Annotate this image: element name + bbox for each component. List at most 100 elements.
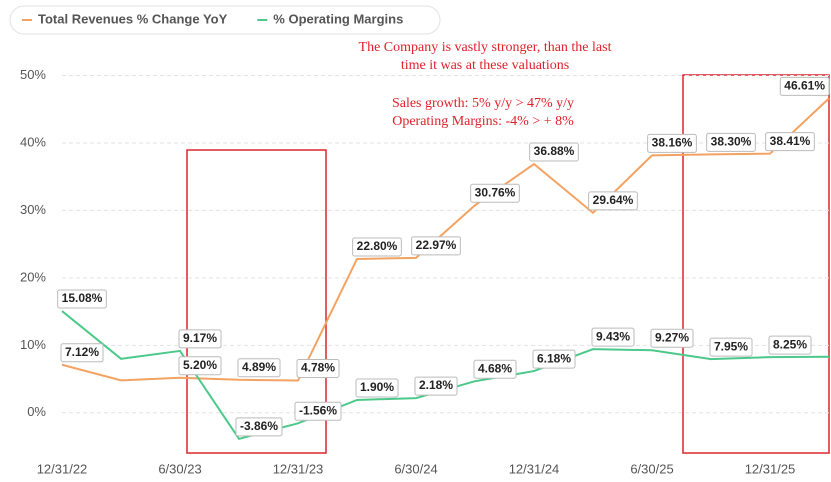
data-label-box xyxy=(529,142,579,162)
data-label-text: 38.16% xyxy=(652,136,693,150)
data-label: 2.18% xyxy=(414,376,458,396)
annotation: Operating Margins: -4% > + 8% xyxy=(392,114,574,129)
data-label-text: 5.20% xyxy=(183,358,217,372)
data-label: 1.90% xyxy=(355,378,399,398)
data-label-text: 7.12% xyxy=(65,345,99,359)
data-label: 15.08% xyxy=(57,289,107,309)
data-label-text: 9.17% xyxy=(183,331,217,345)
data-label-box xyxy=(60,343,104,363)
data-label-box xyxy=(647,133,697,153)
x-tick-label: 6/30/23 xyxy=(158,461,201,476)
data-label: 22.80% xyxy=(352,237,402,257)
data-label-text: 22.97% xyxy=(416,238,457,252)
data-label-box xyxy=(235,417,283,437)
data-label: -1.56% xyxy=(294,401,342,421)
data-label-text: 22.80% xyxy=(357,239,398,253)
data-label-text: 38.41% xyxy=(770,134,811,148)
x-tick-label: 12/31/22 xyxy=(37,461,88,476)
data-label-box xyxy=(709,337,753,357)
data-label-box xyxy=(57,289,107,309)
data-label-box xyxy=(473,359,517,379)
data-label: 7.12% xyxy=(60,343,104,363)
data-label-box xyxy=(532,349,576,369)
data-label-text: 46.61% xyxy=(784,79,825,93)
x-tick-label: 12/31/23 xyxy=(273,461,324,476)
data-label-box xyxy=(650,328,694,348)
data-label-box xyxy=(591,327,635,347)
data-label: 9.27% xyxy=(650,328,694,348)
data-label-text: 7.95% xyxy=(714,339,748,353)
legend-box xyxy=(9,5,441,35)
data-label-box xyxy=(352,237,402,257)
data-label: 29.64% xyxy=(588,191,638,211)
data-label: 38.16% xyxy=(647,133,697,153)
y-tick-label: 0% xyxy=(27,404,46,419)
data-label: 4.89% xyxy=(237,358,281,378)
data-label: 22.97% xyxy=(411,236,461,256)
data-label-box xyxy=(296,359,340,379)
data-label-text: 8.25% xyxy=(773,337,807,351)
data-label-text: 1.90% xyxy=(360,380,394,394)
highlight-box xyxy=(186,149,327,454)
y-tick-label: 20% xyxy=(20,269,46,284)
annotation: The Company is vastly stronger, than the… xyxy=(359,40,612,55)
legend-label: Total Revenues % Change YoY xyxy=(38,11,228,26)
legend-label: % Operating Margins xyxy=(273,11,403,26)
data-label-text: 6.18% xyxy=(537,351,571,365)
data-label: 30.76% xyxy=(470,183,520,203)
y-tick-label: 50% xyxy=(20,67,46,82)
annotation: Sales growth: 5% y/y > 47% y/y xyxy=(392,96,574,111)
data-label: 7.95% xyxy=(709,337,753,357)
data-label-box xyxy=(768,335,812,355)
x-tick-label: 6/30/25 xyxy=(630,461,673,476)
x-tick-label: 6/30/24 xyxy=(394,461,437,476)
data-label: 9.17% xyxy=(178,329,222,349)
x-tick-label: 12/31/25 xyxy=(745,461,796,476)
data-label-box xyxy=(411,236,461,256)
data-label-box xyxy=(355,378,399,398)
data-label-text: 4.68% xyxy=(478,361,512,375)
data-label: 8.25% xyxy=(768,335,812,355)
y-tick-label: 40% xyxy=(20,134,46,149)
data-label-text: 4.78% xyxy=(301,361,335,375)
data-label-box xyxy=(294,401,342,421)
data-label-text: -1.56% xyxy=(299,403,337,417)
data-label: 4.68% xyxy=(473,359,517,379)
data-label: 46.61% xyxy=(779,76,830,96)
highlight-box xyxy=(682,74,830,454)
data-label-text: 15.08% xyxy=(62,291,103,305)
data-label-text: 9.27% xyxy=(655,330,689,344)
series-line xyxy=(61,97,830,382)
data-label: 6.18% xyxy=(532,349,576,369)
data-label: 36.88% xyxy=(529,142,579,162)
data-label-box xyxy=(588,191,638,211)
data-label-text: 38.30% xyxy=(711,135,752,149)
data-label: -3.86% xyxy=(235,417,283,437)
data-label-text: 29.64% xyxy=(593,193,634,207)
x-tick-label: 12/31/24 xyxy=(509,461,560,476)
series-line xyxy=(61,310,830,440)
y-tick-label: 30% xyxy=(20,202,46,217)
data-label-text: -3.86% xyxy=(240,419,278,433)
data-label-box xyxy=(414,376,458,396)
data-label-text: 2.18% xyxy=(419,378,453,392)
data-label: 38.30% xyxy=(706,132,756,152)
data-label-box xyxy=(178,329,222,349)
annotation: time it was at these valuations xyxy=(401,58,569,73)
data-label-box xyxy=(765,132,815,152)
data-label: 38.41% xyxy=(765,132,815,152)
data-label-box xyxy=(470,183,520,203)
data-label-text: 4.89% xyxy=(242,360,276,374)
data-label-text: 30.76% xyxy=(475,185,516,199)
data-label-box xyxy=(706,132,756,152)
data-label-text: 36.88% xyxy=(534,144,575,158)
data-label: 4.78% xyxy=(296,359,340,379)
y-tick-label: 10% xyxy=(20,337,46,352)
data-label: 5.20% xyxy=(178,356,222,376)
data-label: 9.43% xyxy=(591,327,635,347)
data-label-box xyxy=(237,358,281,378)
data-label-box xyxy=(779,76,830,96)
data-label-box xyxy=(178,356,222,376)
data-label-text: 9.43% xyxy=(596,329,630,343)
